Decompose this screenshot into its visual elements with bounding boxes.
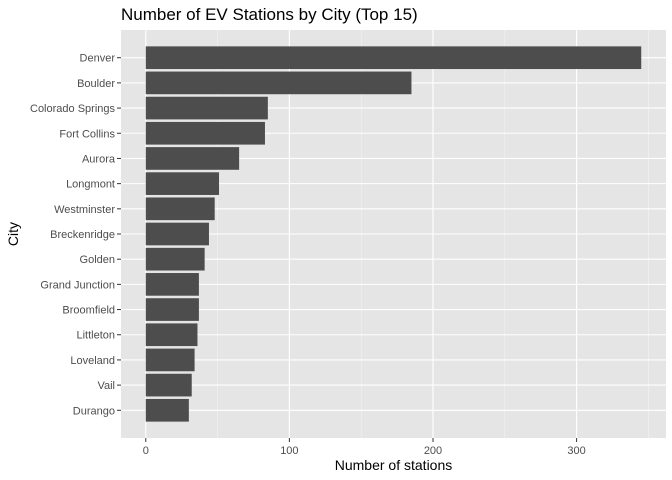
y-tick-label: Boulder [77, 78, 115, 90]
bar [145, 348, 195, 372]
bar [145, 398, 189, 422]
bar [145, 323, 198, 347]
y-tick-label: Golden [80, 254, 115, 266]
bar [145, 96, 268, 120]
x-axis: 0 100 200 300 [143, 438, 586, 457]
y-tick-label: Westminster [54, 204, 115, 216]
y-tick-label: Vail [97, 380, 115, 392]
y-tick-label: Breckenridge [50, 229, 115, 241]
bar [145, 197, 215, 221]
bar [145, 247, 205, 271]
bar [145, 222, 209, 246]
x-axis-title: Number of stations [335, 457, 453, 473]
y-tick-label: Fort Collins [59, 128, 115, 140]
y-tick-label: Denver [80, 53, 116, 65]
x-tick-label: 0 [143, 445, 149, 457]
x-tick-label: 100 [280, 445, 298, 457]
bars [145, 46, 642, 422]
y-tick-label: Longmont [66, 179, 115, 191]
bar [145, 373, 192, 397]
y-tick-label: Colorado Springs [30, 103, 115, 115]
y-tick-label: Grand Junction [40, 279, 115, 291]
y-axis-title: City [5, 222, 21, 246]
y-tick-label: Broomfield [62, 305, 115, 317]
bar [145, 273, 199, 296]
y-tick-label: Aurora [82, 153, 116, 165]
x-tick-label: 300 [567, 445, 585, 457]
bar [145, 147, 240, 170]
bar [145, 172, 220, 195]
y-tick-label: Durango [73, 405, 115, 417]
y-axis: Denver Boulder Colorado Springs Fort Collin… [30, 53, 121, 417]
y-tick-label: Littleton [76, 330, 115, 342]
bar [145, 71, 412, 95]
bar [145, 298, 199, 321]
bar [145, 46, 642, 70]
chart-title: Number of EV Stations by City (Top 15) [121, 5, 418, 24]
bar [145, 121, 265, 145]
x-tick-label: 200 [424, 445, 442, 457]
y-tick-label: Loveland [70, 355, 115, 367]
